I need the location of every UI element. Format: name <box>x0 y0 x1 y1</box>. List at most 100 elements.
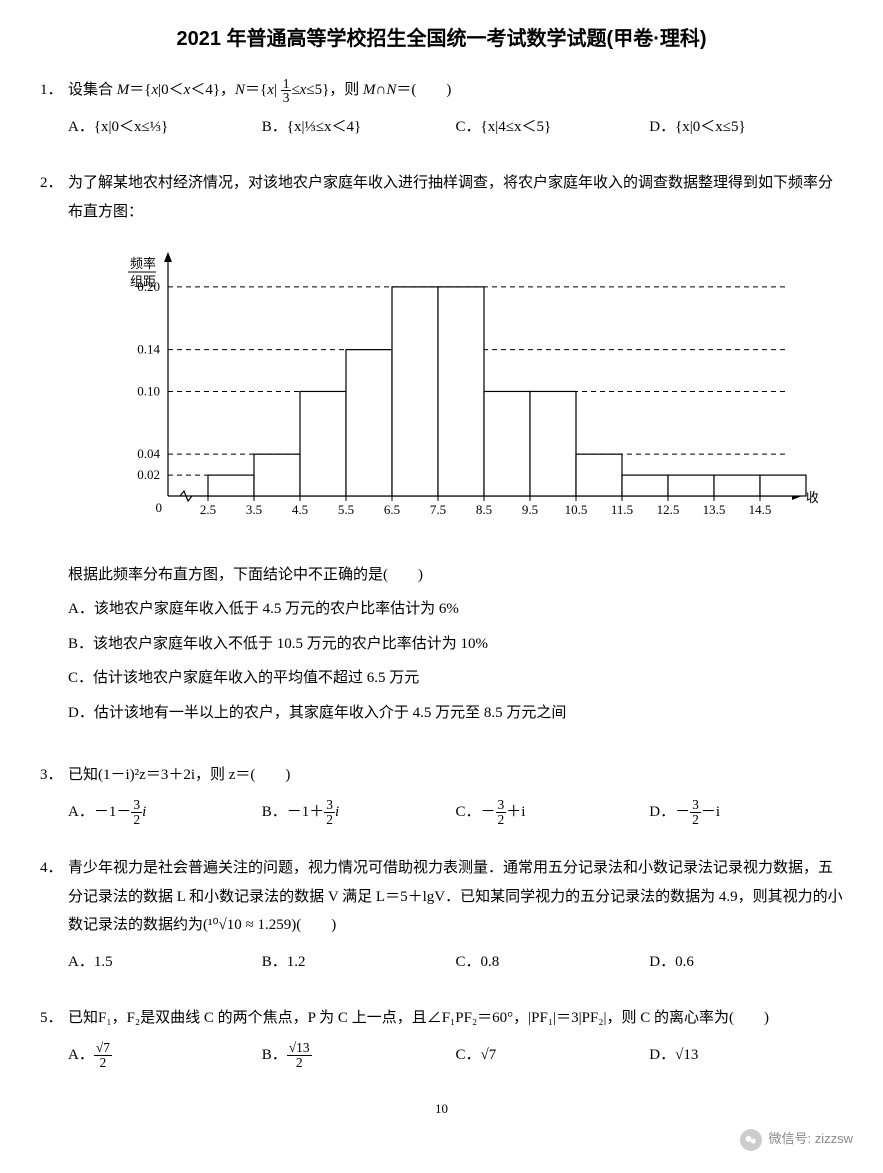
svg-text:11.5: 11.5 <box>611 502 633 517</box>
text: 2 <box>94 1056 112 1070</box>
svg-text:0.04: 0.04 <box>137 446 160 461</box>
q2-option-d: D．估计该地有一半以上的农户，其家庭年收入介于 4.5 万元至 8.5 万元之间 <box>68 699 843 728</box>
text: A．－1－ <box>68 804 131 820</box>
svg-text:12.5: 12.5 <box>657 502 680 517</box>
text: 1 <box>281 77 292 92</box>
text: 2 <box>287 1056 312 1070</box>
text: 3 <box>281 91 292 105</box>
text: 3 <box>690 798 701 813</box>
text: 设集合 <box>68 82 117 98</box>
text: N <box>386 82 396 98</box>
q1-option-a: A．{x|0＜x≤⅓} <box>68 113 262 142</box>
text: ≤ <box>291 82 299 98</box>
svg-text:9.5: 9.5 <box>522 502 538 517</box>
svg-text:0.10: 0.10 <box>137 384 160 399</box>
text: 2 <box>131 813 142 827</box>
text: 3 <box>131 798 142 813</box>
text: ＝{ <box>245 82 267 98</box>
text: | <box>274 82 281 98</box>
text: ＝( ) <box>396 82 451 98</box>
question-2: 2． 为了解某地农村经济情况，对该地农户家庭年收入进行抽样调查，将农户家庭年收入… <box>40 169 843 733</box>
svg-text:10.5: 10.5 <box>565 502 588 517</box>
q2-option-b: B．该地农户家庭年收入不低于 10.5 万元的农户比率估计为 10% <box>68 630 843 659</box>
svg-text:3.5: 3.5 <box>246 502 262 517</box>
q5-option-a: A．√72 <box>68 1041 262 1070</box>
text: C．－ <box>456 804 496 820</box>
svg-text:6.5: 6.5 <box>384 502 400 517</box>
svg-text:5.5: 5.5 <box>338 502 354 517</box>
text: B． <box>262 1047 287 1063</box>
q4-number: 4． <box>40 854 68 976</box>
text: M <box>363 82 376 98</box>
q1-number: 1． <box>40 76 68 141</box>
text: ＜4}， <box>190 82 235 98</box>
text: 2 <box>690 813 701 827</box>
q5-option-b: B．√132 <box>262 1041 456 1070</box>
text: x <box>267 82 274 98</box>
text: A． <box>68 1047 94 1063</box>
text: i <box>335 804 339 820</box>
text: 3 <box>496 798 507 813</box>
q3-option-d: D．－32－i <box>649 798 843 827</box>
footer-label: 微信号: zizzsw <box>768 1127 853 1152</box>
svg-text:2.5: 2.5 <box>200 502 216 517</box>
text: √13 <box>287 1041 312 1056</box>
exam-title: 2021 年普通高等学校招生全国统一考试数学试题(甲卷·理科) <box>40 20 843 58</box>
svg-text:0.20: 0.20 <box>137 279 160 294</box>
q5-option-c: C．√7 <box>456 1041 650 1070</box>
q3-option-b: B．－1＋32i <box>262 798 456 827</box>
footer: 微信号: zizzsw <box>740 1127 853 1152</box>
svg-text:14.5: 14.5 <box>749 502 772 517</box>
q2-stem: 为了解某地农村经济情况，对该地农户家庭年收入进行抽样调查，将农户家庭年收入的调查… <box>68 169 843 226</box>
q2-post: 根据此频率分布直方图，下面结论中不正确的是( ) <box>68 561 843 590</box>
q1-option-d: D．{x|0＜x≤5} <box>649 113 843 142</box>
text: |0＜ <box>158 82 184 98</box>
text: M <box>117 82 130 98</box>
text: 2 <box>324 813 335 827</box>
wechat-icon <box>740 1129 762 1151</box>
question-1: 1． 设集合 M＝{x|0＜x＜4}，N＝{x| 13≤x≤5}，则 M∩N＝(… <box>40 76 843 141</box>
text: ＝{ <box>129 82 151 98</box>
svg-text:4.5: 4.5 <box>292 502 308 517</box>
svg-text:0.02: 0.02 <box>137 467 160 482</box>
q5-stem: 已知F₁，F₂是双曲线 C 的两个焦点，P 为 C 上一点，且∠F₁PF₂＝60… <box>68 1004 843 1033</box>
text: ≤5}，则 <box>306 82 363 98</box>
svg-text:0: 0 <box>156 500 163 515</box>
q5-number: 5． <box>40 1004 68 1069</box>
text: 3 <box>324 798 335 813</box>
svg-text:8.5: 8.5 <box>476 502 492 517</box>
q2-number: 2． <box>40 169 68 733</box>
q2-option-c: C．估计该地农户家庭年收入的平均值不超过 6.5 万元 <box>68 664 843 693</box>
svg-text:0.14: 0.14 <box>137 342 160 357</box>
q4-option-d: D．0.6 <box>649 948 843 977</box>
histogram-svg: 频率组距00.020.040.100.140.202.53.54.55.56.5… <box>98 236 818 536</box>
text: D．－ <box>649 804 690 820</box>
q3-option-c: C．－32＋i <box>456 798 650 827</box>
question-5: 5． 已知F₁，F₂是双曲线 C 的两个焦点，P 为 C 上一点，且∠F₁PF₂… <box>40 1004 843 1069</box>
text: B．－1＋ <box>262 804 325 820</box>
q1-option-b: B．{x|⅓≤x＜4} <box>262 113 456 142</box>
q4-option-b: B．1.2 <box>262 948 456 977</box>
text: －i <box>701 804 720 820</box>
text: i <box>142 804 146 820</box>
text: ＋i <box>506 804 525 820</box>
page-number: 10 <box>40 1097 843 1122</box>
q3-option-a: A．－1－32i <box>68 798 262 827</box>
text: 2 <box>496 813 507 827</box>
question-3: 3． 已知(1－i)²z＝3＋2i，则 z＝( ) A．－1－32i B．－1＋… <box>40 761 843 826</box>
histogram-chart: 频率组距00.020.040.100.140.202.53.54.55.56.5… <box>98 236 843 547</box>
text: ∩ <box>376 82 387 98</box>
q3-stem: 已知(1－i)²z＝3＋2i，则 z＝( ) <box>68 761 843 790</box>
question-4: 4． 青少年视力是社会普遍关注的问题，视力情况可借助视力表测量．通常用五分记录法… <box>40 854 843 976</box>
q4-stem: 青少年视力是社会普遍关注的问题，视力情况可借助视力表测量．通常用五分记录法和小数… <box>68 854 843 940</box>
q1-option-c: C．{x|4≤x＜5} <box>456 113 650 142</box>
q2-option-a: A．该地农户家庭年收入低于 4.5 万元的农户比率估计为 6% <box>68 595 843 624</box>
q5-option-d: D．√13 <box>649 1041 843 1070</box>
text: N <box>235 82 245 98</box>
q1-stem: 设集合 M＝{x|0＜x＜4}，N＝{x| 13≤x≤5}，则 M∩N＝( ) <box>68 76 843 105</box>
svg-text:收入/万元: 收入/万元 <box>806 490 818 505</box>
q4-option-c: C．0.8 <box>456 948 650 977</box>
q4-option-a: A．1.5 <box>68 948 262 977</box>
text: √7 <box>94 1041 112 1056</box>
q3-number: 3． <box>40 761 68 826</box>
